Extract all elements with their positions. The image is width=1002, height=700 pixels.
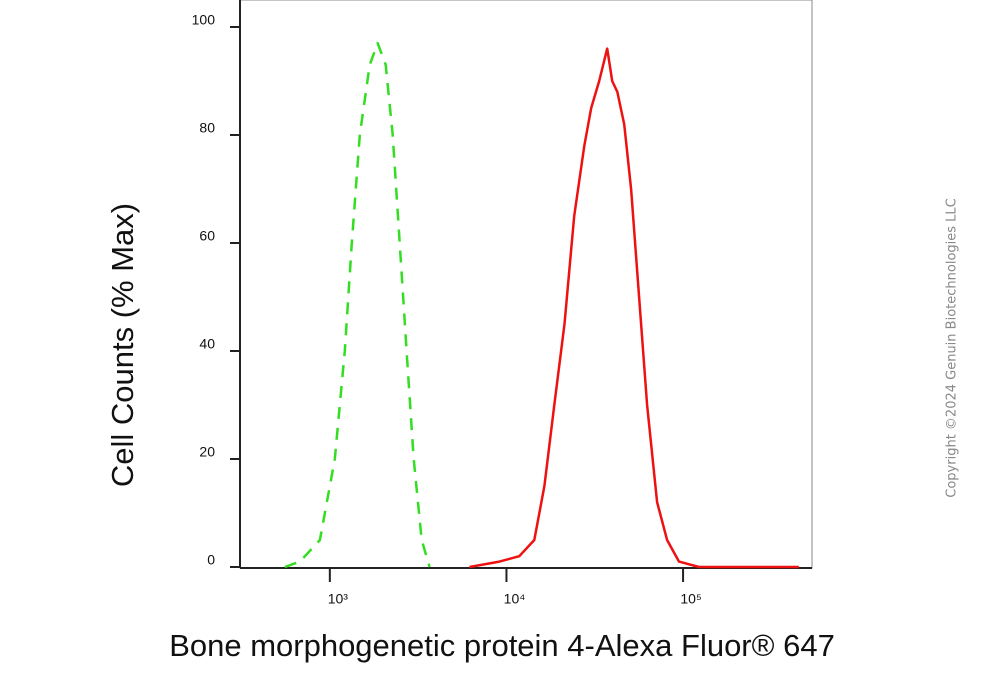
copyright: Copyright ©2024 Genuin Biotechnologies L…	[945, 198, 960, 497]
x-tick-label: 10⁵	[680, 591, 701, 607]
x-tick-label: 10³	[328, 591, 349, 607]
y-tick-label: 40	[199, 336, 215, 352]
series-line	[284, 41, 431, 569]
y-tick-label: 80	[199, 120, 215, 136]
y-tick-label: 20	[199, 444, 215, 460]
x-tick-label: 10⁴	[504, 591, 526, 607]
plot-frame	[239, 0, 813, 569]
series-line	[469, 47, 799, 569]
y-axis-label: Cell Counts (% Max)	[105, 203, 140, 487]
y-tick-label: 0	[207, 552, 215, 568]
y-tick-label: 60	[199, 228, 215, 244]
y-tick-label: 100	[192, 12, 216, 28]
x-axis-label: Bone morphogenetic protein 4-Alexa Fluor…	[169, 628, 835, 663]
